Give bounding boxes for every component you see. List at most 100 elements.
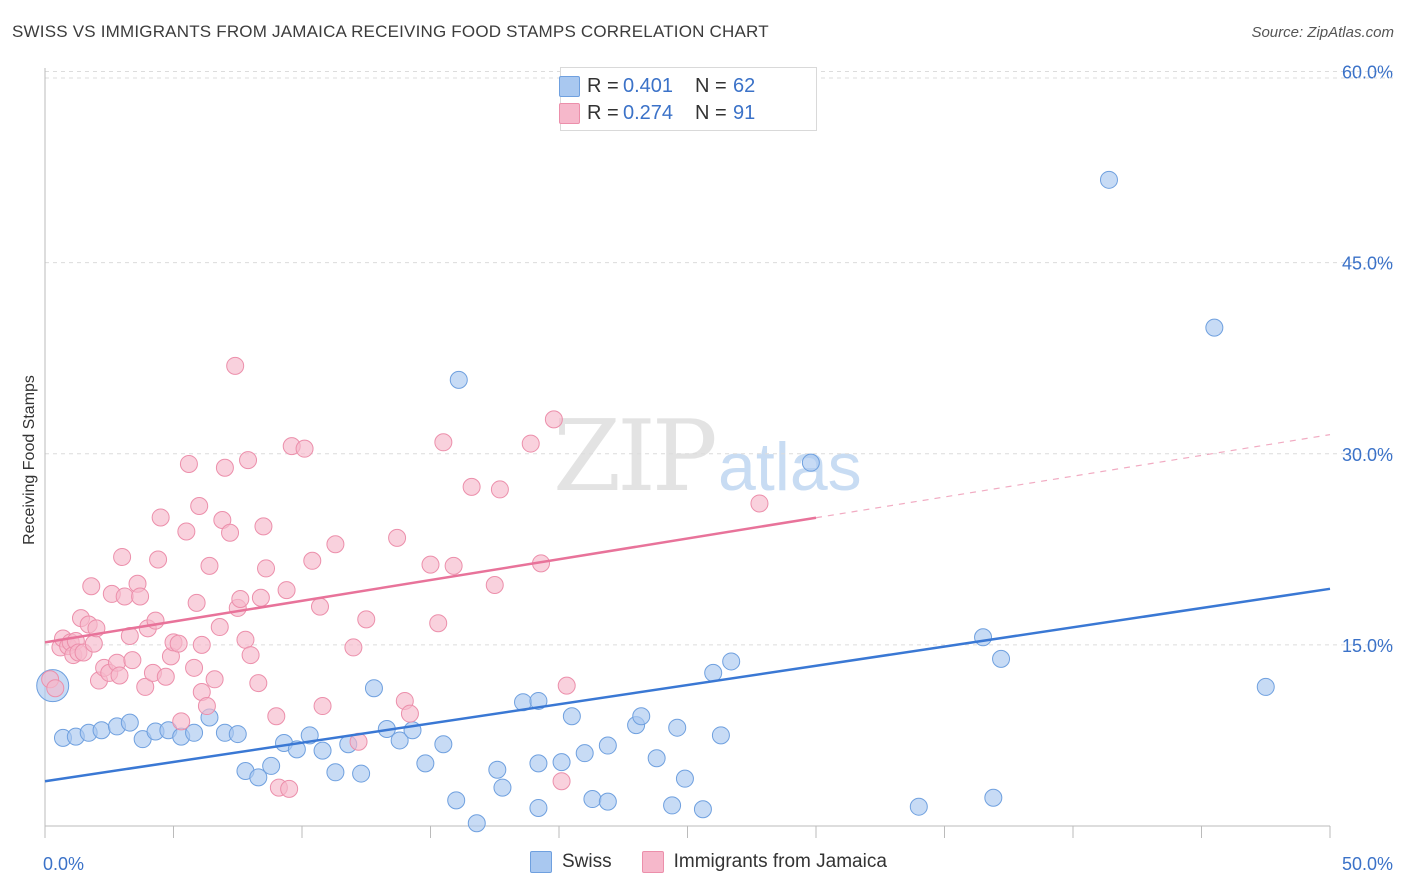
- point-jamaica: [344, 638, 363, 657]
- chart-title: SWISS VS IMMIGRANTS FROM JAMAICA RECEIVI…: [12, 22, 769, 41]
- point-jamaica: [552, 772, 571, 791]
- point-jamaica: [310, 597, 329, 616]
- legend-row-jamaica: R = 0.274 N = 91: [559, 100, 756, 126]
- point-swiss: [529, 798, 548, 817]
- point-jamaica: [156, 667, 175, 686]
- point-jamaica: [192, 635, 211, 654]
- point-jamaica: [136, 677, 155, 696]
- point-jamaica: [172, 712, 191, 731]
- point-jamaica: [557, 676, 576, 695]
- point-swiss: [493, 778, 512, 797]
- point-jamaica: [226, 356, 245, 375]
- point-swiss: [552, 753, 571, 772]
- point-swiss: [632, 707, 651, 726]
- point-jamaica: [151, 508, 170, 527]
- legend-r-label: R =: [587, 74, 619, 97]
- point-jamaica: [521, 434, 540, 453]
- bottom-legend-label-swiss: Swiss: [562, 851, 612, 872]
- point-swiss: [575, 744, 594, 763]
- bottom-legend-label-jamaica: Immigrants from Jamaica: [673, 851, 887, 872]
- point-jamaica: [462, 477, 481, 496]
- point-jamaica: [313, 697, 332, 716]
- point-jamaica: [82, 577, 101, 596]
- point-jamaica: [239, 451, 258, 470]
- trendline-jamaica-extension: [815, 434, 1331, 519]
- point-jamaica: [205, 670, 224, 689]
- point-swiss: [416, 754, 435, 773]
- point-swiss: [120, 713, 139, 732]
- point-jamaica: [429, 614, 448, 633]
- point-jamaica: [221, 523, 240, 542]
- legend-row-swiss: R = 0.401 N = 62: [559, 73, 755, 99]
- point-swiss: [984, 788, 1003, 807]
- bottom-legend-jamaica: Immigrants from Jamaica: [641, 851, 887, 873]
- y-tick-label: 60.0%: [1342, 63, 1393, 83]
- legend-r-label: R =: [587, 101, 619, 124]
- point-swiss: [449, 370, 468, 389]
- point-swiss: [992, 649, 1011, 668]
- point-swiss: [1256, 677, 1275, 696]
- point-jamaica: [421, 555, 440, 574]
- point-swiss: [647, 749, 666, 768]
- point-jamaica: [444, 556, 463, 575]
- x-tick-label: 0.0%: [43, 854, 84, 874]
- point-jamaica: [190, 496, 209, 515]
- y-tick-label: 15.0%: [1342, 636, 1393, 656]
- point-jamaica: [295, 439, 314, 458]
- point-swiss: [262, 756, 281, 775]
- point-swiss: [352, 764, 371, 783]
- point-jamaica: [177, 522, 196, 541]
- point-swiss: [711, 726, 730, 745]
- point-swiss: [704, 663, 723, 682]
- point-jamaica: [544, 410, 563, 429]
- point-jamaica: [254, 517, 273, 536]
- point-jamaica: [187, 593, 206, 612]
- point-jamaica: [434, 433, 453, 452]
- point-swiss: [598, 736, 617, 755]
- point-swiss: [909, 797, 928, 816]
- point-swiss: [693, 800, 712, 819]
- point-swiss: [529, 691, 548, 710]
- point-jamaica: [110, 666, 129, 685]
- point-swiss: [390, 731, 409, 750]
- point-swiss: [313, 741, 332, 760]
- point-jamaica: [115, 587, 134, 606]
- point-jamaica: [490, 480, 509, 499]
- point-jamaica: [267, 707, 286, 726]
- point-jamaica: [169, 634, 188, 653]
- point-jamaica: [84, 634, 103, 653]
- point-jamaica: [185, 658, 204, 677]
- legend-swatch-swiss: [559, 76, 580, 97]
- x-tick-label: 50.0%: [1342, 854, 1393, 874]
- point-jamaica: [357, 610, 376, 629]
- point-swiss: [488, 760, 507, 779]
- point-jamaica: [251, 588, 270, 607]
- point-jamaica: [241, 646, 260, 665]
- point-jamaica: [210, 618, 229, 637]
- legend-r-value: 0.274: [623, 101, 674, 124]
- point-swiss: [598, 792, 617, 811]
- point-jamaica: [485, 575, 504, 594]
- point-jamaica: [326, 535, 345, 554]
- trendline-swiss: [44, 587, 1331, 783]
- point-jamaica: [200, 556, 219, 575]
- point-swiss: [364, 679, 383, 698]
- watermark-atlas: atlas: [718, 429, 862, 505]
- point-swiss: [675, 769, 694, 788]
- legend-n-value: 91: [733, 101, 756, 124]
- point-jamaica: [280, 779, 299, 798]
- point-jamaica: [149, 550, 168, 569]
- legend-swatch-jamaica: [559, 103, 580, 124]
- point-swiss: [300, 726, 319, 745]
- point-swiss: [228, 725, 247, 744]
- trendline-jamaica: [44, 516, 817, 644]
- legend-r-value: 0.401: [623, 74, 674, 97]
- point-swiss: [801, 453, 820, 472]
- point-swiss: [1205, 318, 1224, 337]
- y-axis-label: Receiving Food Stamps: [21, 375, 38, 545]
- point-jamaica: [303, 551, 322, 570]
- point-swiss: [185, 723, 204, 742]
- point-jamaica: [123, 651, 142, 670]
- point-swiss: [249, 768, 268, 787]
